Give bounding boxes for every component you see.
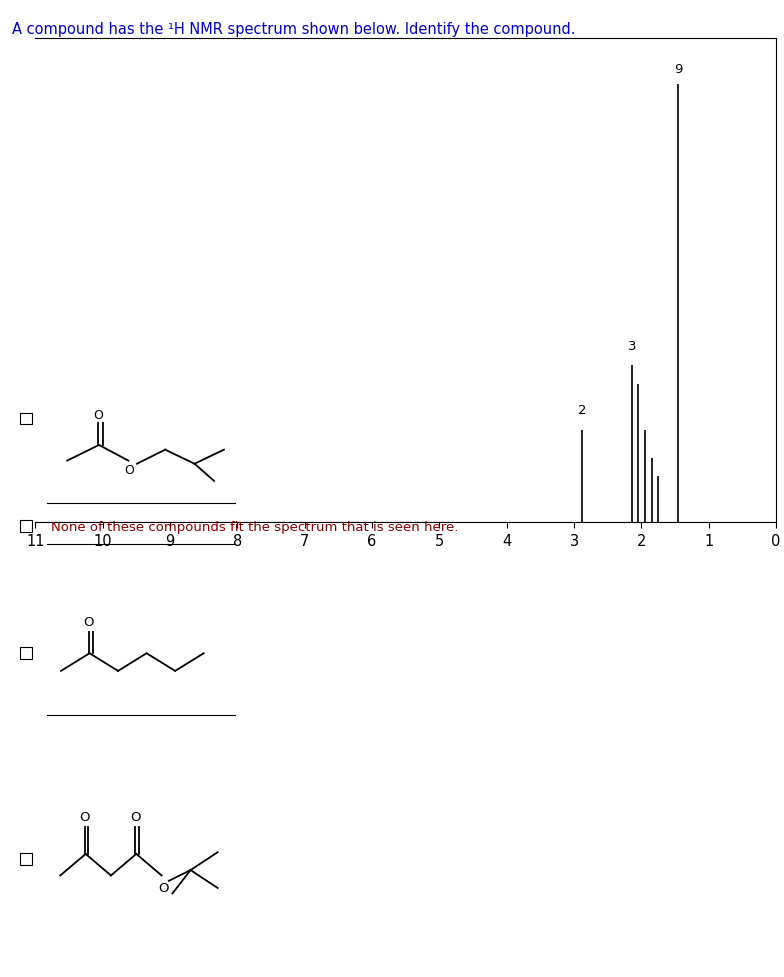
Text: 9: 9	[674, 63, 683, 76]
Text: None of these compounds fit the spectrum that is seen here.: None of these compounds fit the spectrum…	[51, 520, 459, 533]
Text: O: O	[79, 811, 90, 824]
Text: O: O	[130, 811, 140, 824]
Text: O: O	[158, 881, 169, 894]
Text: A compound has the ¹H NMR spectrum shown below. Identify the compound.: A compound has the ¹H NMR spectrum shown…	[12, 21, 575, 36]
Text: 2: 2	[578, 404, 586, 417]
Text: O: O	[83, 616, 94, 629]
Text: 3: 3	[628, 339, 637, 353]
Text: O: O	[93, 408, 103, 421]
Text: O: O	[125, 463, 135, 477]
